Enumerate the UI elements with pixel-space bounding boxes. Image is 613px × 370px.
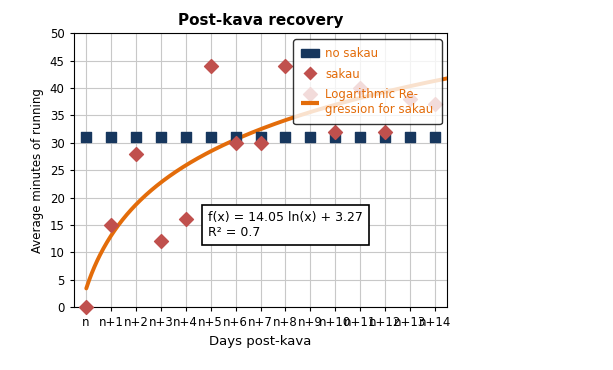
Point	[156, 238, 166, 244]
Point	[430, 134, 440, 140]
Point	[181, 216, 191, 222]
Point	[181, 134, 191, 140]
Point	[256, 140, 265, 146]
Point	[230, 134, 240, 140]
Legend: no sakau, sakau, Logarithmic Re-
gression for sakau: no sakau, sakau, Logarithmic Re- gressio…	[293, 39, 441, 124]
Point	[206, 134, 216, 140]
Point	[430, 101, 440, 107]
Text: f(x) = 14.05 ln(x) + 3.27
R² = 0.7: f(x) = 14.05 ln(x) + 3.27 R² = 0.7	[208, 211, 363, 239]
Point	[305, 134, 315, 140]
Title: Post-kava recovery: Post-kava recovery	[178, 13, 343, 28]
Point	[206, 63, 216, 69]
Point	[106, 134, 116, 140]
Point	[281, 134, 291, 140]
Point	[380, 134, 390, 140]
Point	[405, 134, 415, 140]
Point	[81, 304, 91, 310]
Point	[156, 134, 166, 140]
Point	[131, 134, 141, 140]
Point	[281, 63, 291, 69]
Point	[356, 134, 365, 140]
Point	[356, 85, 365, 91]
Point	[256, 134, 265, 140]
Point	[131, 151, 141, 157]
Point	[106, 222, 116, 228]
Point	[330, 129, 340, 135]
Point	[81, 134, 91, 140]
Point	[305, 91, 315, 97]
Point	[330, 134, 340, 140]
Point	[405, 96, 415, 102]
Point	[230, 140, 240, 146]
Y-axis label: Average minutes of running: Average minutes of running	[31, 88, 44, 253]
Point	[380, 129, 390, 135]
X-axis label: Days post-kava: Days post-kava	[209, 335, 312, 348]
